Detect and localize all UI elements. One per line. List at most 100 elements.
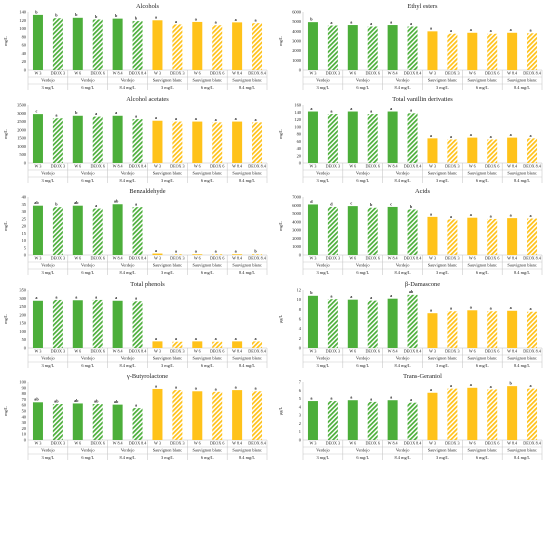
significance-letter: a	[215, 116, 218, 121]
chart-panel: Benzaldehyde mg/L 0 5 10 15 20 25 30 35 40 ab b ab a ab…	[0, 185, 275, 278]
wine-label: Verdejo	[316, 448, 330, 453]
y-tick-label: 80	[22, 34, 27, 39]
significance-letter: a	[215, 386, 218, 391]
x-tick-label: W 6	[74, 71, 81, 76]
chart-svg: Ethyl esters mg/L 0 1000 2000 3000 4000 5000 600…	[278, 3, 543, 90]
x-tick-label: DEOX 3	[445, 256, 459, 261]
significance-letter: a	[330, 395, 333, 400]
dose-label: 8.4 mg/L	[120, 363, 136, 368]
x-tick-label: W 3	[35, 71, 42, 76]
chart-svg: Alcohol acetates mg/L 0 500 1000 1500 2000 2500…	[3, 96, 268, 183]
x-tick-label: DEOX 3	[51, 348, 65, 353]
dose-label: 3 mg/L	[42, 178, 55, 183]
x-tick-label: DEOX 6	[90, 256, 104, 261]
bar	[172, 254, 183, 255]
bar	[232, 340, 243, 348]
x-tick-label: DEOX 3	[445, 71, 459, 76]
x-tick-label: W 3	[310, 256, 317, 261]
dose-label: 8.4 mg/L	[120, 178, 136, 183]
y-tick-label: 10	[297, 297, 302, 302]
wine-label: Verdejo	[81, 263, 95, 268]
x-tick-label: DEOX 8.4	[523, 256, 541, 261]
bar	[32, 300, 43, 348]
dose-label: 6 mg/L	[356, 363, 369, 368]
y-tick-label: 80	[297, 131, 302, 136]
wine-label: Sauvignon blanc	[428, 170, 457, 175]
wine-label: Verdejo	[121, 355, 135, 360]
dose-label: 3 mg/L	[317, 455, 330, 460]
wine-label: Sauvignon blanc	[232, 355, 261, 360]
bar	[507, 137, 518, 163]
significance-letter: a	[430, 307, 433, 312]
chart-title: Acids	[415, 188, 430, 195]
x-tick-label: W 6	[349, 256, 356, 261]
bar	[427, 216, 438, 255]
bar	[52, 299, 63, 348]
bar	[132, 408, 143, 440]
bar	[152, 340, 163, 348]
significance-letter: a	[95, 111, 98, 116]
significance-letter: a	[529, 132, 532, 137]
x-tick-label: W 6	[469, 163, 476, 168]
y-tick-label: 2000	[292, 236, 302, 241]
chart-panel: Total vanillin derivaties mg/L 0 20 40 60 80 10…	[275, 93, 550, 186]
x-tick-label: W 3	[310, 348, 317, 353]
dose-label: 8.4 mg/L	[395, 178, 411, 183]
x-tick-label: W 8.4	[507, 441, 517, 446]
dose-label: 8.4 mg/L	[239, 363, 255, 368]
x-tick-label: DEOX 3	[326, 163, 340, 168]
bar	[132, 118, 143, 163]
chart-title: Total phenols	[130, 281, 165, 288]
y-tick-label: 80	[22, 391, 27, 396]
bar	[232, 121, 243, 163]
chart-svg: γ-Butyrolactone mg/L 010203040506070809010…	[3, 373, 268, 460]
significance-letter: b	[35, 9, 38, 14]
x-tick-label: W 8.4	[232, 71, 242, 76]
bar	[347, 299, 358, 348]
significance-letter: a	[390, 19, 393, 24]
significance-letter: a	[115, 295, 118, 300]
wine-label: Sauvignon blanc	[428, 263, 457, 268]
y-tick-label: 1	[299, 429, 301, 434]
bar	[387, 400, 398, 440]
x-tick-label: DEOX 8.4	[129, 441, 147, 446]
dose-label: 3 mg/L	[161, 270, 174, 275]
x-tick-label: W 3	[154, 163, 161, 168]
bar	[367, 401, 378, 440]
x-tick-label: W 8.4	[113, 256, 123, 261]
y-tick-label: 35	[22, 202, 27, 207]
bar	[212, 391, 223, 440]
significance-letter: a	[529, 213, 532, 218]
significance-letter: a	[254, 386, 257, 391]
wine-label: Sauvignon blanc	[193, 448, 222, 453]
bar	[467, 309, 478, 348]
x-tick-label: W 6	[74, 441, 81, 446]
dose-label: 6 mg/L	[201, 455, 214, 460]
wine-label: Verdejo	[121, 263, 135, 268]
dose-label: 6 mg/L	[356, 270, 369, 275]
x-tick-label: DEOX 8.4	[129, 71, 147, 76]
bar	[192, 391, 203, 440]
y-tick-label: 40	[22, 414, 27, 419]
significance-letter: a	[450, 305, 453, 310]
x-tick-label: W 8.4	[232, 256, 242, 261]
bar	[132, 21, 143, 70]
wine-label: Verdejo	[356, 170, 370, 175]
x-tick-label: DEOX 8.4	[523, 441, 541, 446]
bar	[527, 33, 538, 70]
chart-svg: β-Damascone µg/L 0 2 4 6 8 10 12 b a a a a ab a a a a a a W 3…	[278, 281, 543, 368]
dose-label: 6 mg/L	[356, 85, 369, 90]
wine-label: Sauvignon blanc	[193, 355, 222, 360]
y-tick-label: 40	[22, 195, 27, 200]
chart-panel: Ethyl esters mg/L 0 1000 2000 3000 4000 5000 600…	[275, 0, 550, 93]
y-tick-label: 20	[22, 59, 27, 64]
bar	[407, 26, 418, 70]
wine-label: Verdejo	[41, 355, 55, 360]
significance-letter: ab	[34, 200, 39, 205]
bar	[52, 404, 63, 440]
x-tick-label: DEOX 6	[210, 441, 224, 446]
dose-label: 8.4 mg/L	[514, 270, 530, 275]
y-tick-label: 60	[22, 403, 27, 408]
y-tick-label: 120	[19, 18, 26, 23]
significance-letter: a	[175, 385, 178, 390]
